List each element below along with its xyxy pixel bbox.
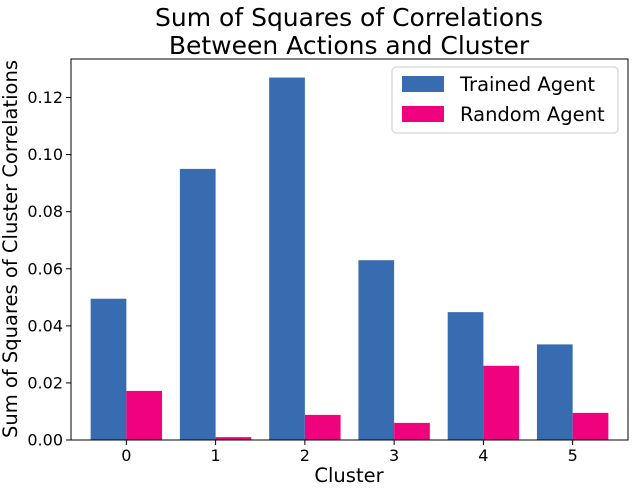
bar-random-agent-cluster-3 — [394, 422, 430, 440]
legend: Trained Agent Random Agent — [391, 66, 619, 134]
x-tick-label: 1 — [211, 446, 221, 465]
x-axis: 0 1 2 3 4 5 — [121, 440, 578, 465]
bar-random-agent-cluster-5 — [572, 412, 609, 440]
legend-swatch-trained-agent — [402, 76, 444, 92]
y-tick-label: 0.10 — [27, 145, 63, 164]
chart-title-line-1: Sum of Squares of Correlations — [155, 3, 543, 32]
y-axis-label: Sum of Squares of Cluster Correlations — [0, 60, 22, 438]
bar-random-agent-cluster-0 — [126, 390, 163, 440]
bars-layer — [90, 77, 609, 440]
chart-title-line-2: Between Actions and Cluster — [169, 31, 530, 60]
x-tick-label: 0 — [121, 446, 131, 465]
legend-label-trained-agent: Trained Agent — [459, 73, 595, 96]
legend-swatch-random-agent — [402, 106, 444, 122]
x-tick-label: 4 — [478, 446, 488, 465]
x-tick-label: 3 — [389, 446, 399, 465]
bar-random-agent-cluster-1 — [215, 437, 252, 440]
x-axis-label: Cluster — [314, 464, 384, 487]
bar-random-agent-cluster-2 — [304, 414, 341, 440]
legend-box — [391, 66, 619, 134]
bar-trained-agent-cluster-1 — [179, 168, 216, 440]
y-axis: 0.00 0.02 0.04 0.06 0.08 0.10 0.12 — [27, 88, 71, 450]
y-tick-label: 0.08 — [27, 202, 63, 221]
bar-trained-agent-cluster-0 — [90, 298, 127, 440]
bar-trained-agent-cluster-4 — [447, 312, 484, 440]
y-tick-label: 0.06 — [27, 259, 63, 278]
y-tick-label: 0.12 — [27, 88, 63, 107]
bar-trained-agent-cluster-5 — [536, 344, 573, 440]
legend-label-random-agent: Random Agent — [460, 103, 605, 126]
plot-frame — [70, 58, 629, 441]
y-tick-label: 0.04 — [27, 316, 63, 335]
y-tick-label: 0.00 — [27, 431, 63, 450]
x-tick-label: 2 — [300, 446, 310, 465]
y-tick-label: 0.02 — [27, 373, 63, 392]
bar-trained-agent-cluster-2 — [269, 77, 305, 440]
bar-trained-agent-cluster-3 — [358, 260, 395, 440]
x-tick-label: 5 — [568, 446, 578, 465]
bar-random-agent-cluster-4 — [483, 365, 520, 440]
